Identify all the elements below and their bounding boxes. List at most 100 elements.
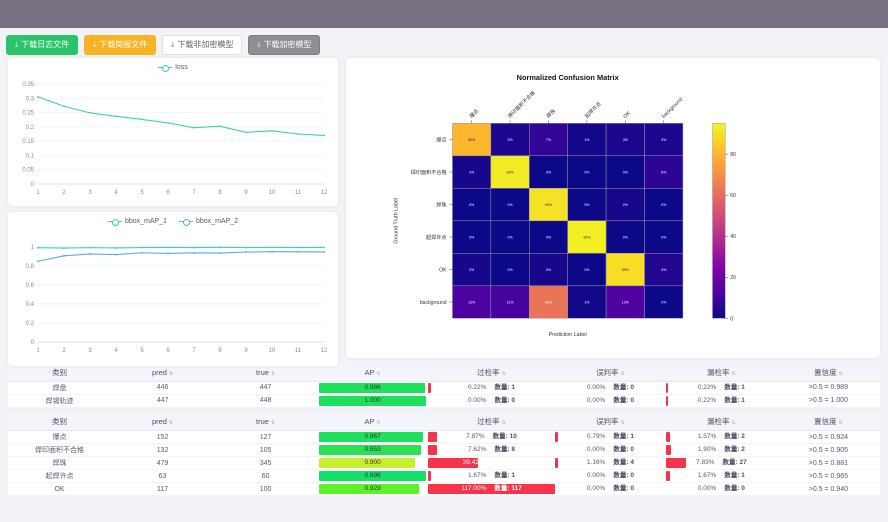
cell-true: 345 <box>214 456 318 470</box>
column-header[interactable]: pred ⇅ <box>111 413 215 431</box>
rate-count: 数量: 1 <box>494 383 516 391</box>
sort-icon[interactable]: ⇅ <box>838 370 843 377</box>
sort-icon[interactable]: ⇅ <box>731 370 736 377</box>
rate-bar <box>554 458 559 468</box>
svg-text:2: 2 <box>62 348 66 354</box>
column-header[interactable]: 过检率 ⇅ <box>428 413 555 431</box>
sort-icon[interactable]: ⇅ <box>376 370 381 377</box>
legend-label: loss <box>175 64 188 71</box>
sort-icon[interactable]: ⇅ <box>376 420 381 427</box>
table-row[interactable]: 焊珠 479 345 0.900 39.42% 数量: 136 1.16% 数量: 4 7.83… <box>8 456 880 470</box>
table-row[interactable]: OK 117 100 0.929 117.00% 数量: 117 0.00% 数量: 0 0.0… <box>8 482 880 496</box>
rate-count: 数量: 2 <box>724 446 745 453</box>
rate-value: 7.62% <box>468 446 487 453</box>
ap-value: 0.953 <box>364 446 381 453</box>
download-encrypted-model-button[interactable]: ⤓ 下载加密模型 <box>248 35 321 55</box>
sort-icon[interactable]: ⇅ <box>620 370 625 377</box>
rate-count: 数量: 4 <box>613 459 634 466</box>
metrics-table-bottom: 类别 pred ⇅ true ⇅ AP ⇅ 过检率 ⇅ 误判率 ⇅ 漏检率 ⇅ 置信度 ⇅ 爆点 152 127 0… <box>8 413 880 496</box>
svg-text:0: 0 <box>730 316 733 322</box>
svg-text:7: 7 <box>192 348 196 354</box>
svg-text:background: background <box>661 97 684 120</box>
legend-item-loss[interactable]: loss <box>158 64 188 72</box>
table-row[interactable]: 焊锡轨迹 447 448 1.000 0.00% 数量: 0 0.00% 数量: 0 0.22%… <box>8 394 880 408</box>
cell-category: 焊盘 <box>8 381 112 395</box>
cell-pred: 117 <box>111 482 215 496</box>
cell-pred: 446 <box>111 381 215 395</box>
svg-text:OK: OK <box>439 268 447 274</box>
svg-text:0%: 0% <box>546 171 552 175</box>
svg-text:2%: 2% <box>623 203 629 207</box>
svg-text:0%: 0% <box>469 203 475 207</box>
column-header[interactable]: 误判率 ⇅ <box>554 364 666 382</box>
cell-pred: 479 <box>111 456 215 470</box>
svg-text:Prediction Label: Prediction Label <box>549 332 587 338</box>
sort-icon[interactable]: ⇅ <box>501 370 506 377</box>
ap-bar <box>319 445 422 455</box>
table-row[interactable]: 起焊许点 63 60 0.996 1.67% 数量: 1 0.00% 数量: 0 1.67% 数量… <box>8 469 880 483</box>
column-header[interactable]: 置信度 ⇅ <box>776 364 880 382</box>
table-row[interactable]: 焊印面积不合格 132 105 0.953 7.62% 数量: 8 0.00% 数量: 0 1.… <box>8 443 880 457</box>
sort-icon[interactable]: ⇅ <box>501 420 506 427</box>
cell-true: 100 <box>214 482 318 496</box>
svg-text:0%: 0% <box>508 268 514 272</box>
column-header-label: AP <box>364 367 375 377</box>
sort-icon[interactable]: ⇅ <box>270 370 276 377</box>
cell-miss-rate: 1.90% 数量: 2 <box>665 443 777 457</box>
svg-text:起焊许点: 起焊许点 <box>583 100 602 119</box>
sort-icon[interactable]: ⇅ <box>168 370 174 377</box>
column-header[interactable]: 漏检率 ⇅ <box>665 413 777 431</box>
download-report-button[interactable]: ⤓ 下载简报文件 <box>84 35 157 55</box>
download-icon: ⤓ <box>15 41 19 48</box>
cell-confidence: >0.5 = 0.881 <box>776 456 880 470</box>
legend-item-bbox-map-2[interactable]: bbox_mAP_2 <box>179 218 238 226</box>
loss-chart-legend: loss <box>8 64 338 72</box>
column-header[interactable]: true ⇅ <box>214 364 318 382</box>
svg-text:Ground Truth Label: Ground Truth Label <box>393 198 399 244</box>
column-header[interactable]: 过检率 ⇅ <box>428 364 555 382</box>
sort-icon[interactable]: ⇅ <box>731 420 736 427</box>
sort-icon[interactable]: ⇅ <box>620 420 625 427</box>
svg-text:0: 0 <box>31 182 35 188</box>
cell-ap: 0.986 <box>317 381 429 395</box>
column-header[interactable]: pred ⇅ <box>111 364 215 382</box>
column-header-label: 置信度 <box>814 417 837 427</box>
rate-count: 数量: 1 <box>724 472 745 479</box>
rate-count: 数量: 2 <box>724 433 745 440</box>
rate-value: 0.00% <box>468 396 487 404</box>
svg-text:20: 20 <box>730 275 736 281</box>
rate-bar <box>428 484 555 494</box>
column-header[interactable]: 误判率 ⇅ <box>554 413 666 431</box>
sort-icon[interactable]: ⇅ <box>270 420 276 427</box>
download-unencrypted-model-button[interactable]: ⤓ 下载非加密模型 <box>162 35 243 55</box>
svg-text:0%: 0% <box>546 236 552 240</box>
sort-icon[interactable]: ⇅ <box>838 420 843 427</box>
cell-category: OK <box>8 482 112 496</box>
svg-text:10: 10 <box>269 190 276 196</box>
cell-miss-rate: 1.57% 数量: 2 <box>665 430 777 444</box>
legend-item-bbox-map-1[interactable]: bbox_mAP_1 <box>107 218 167 226</box>
cell-over-detection-rate: 39.42% 数量: 136 <box>428 456 555 470</box>
cell-true: 447 <box>214 381 318 395</box>
column-header[interactable]: 漏检率 ⇅ <box>665 364 777 382</box>
svg-text:5: 5 <box>140 348 144 354</box>
table-row[interactable]: 焊盘 446 447 0.986 0.22% 数量: 1 0.00% 数量: 0 0.22% 数量… <box>8 381 880 395</box>
svg-text:焊珠: 焊珠 <box>436 202 446 209</box>
sort-icon[interactable]: ⇅ <box>168 420 174 427</box>
svg-text:焊珠: 焊珠 <box>545 108 557 120</box>
rate-value: 0.00% <box>586 472 606 479</box>
rate-value: 0.79% <box>586 433 606 440</box>
svg-text:0%: 0% <box>661 301 667 305</box>
column-header[interactable]: AP ⇅ <box>317 364 429 382</box>
cell-misjudge-rate: 0.00% 数量: 0 <box>554 381 666 395</box>
column-header[interactable]: 置信度 ⇅ <box>776 413 880 431</box>
download-log-button[interactable]: ⤓ 下载日志文件 <box>6 35 79 55</box>
column-header[interactable]: true ⇅ <box>214 413 318 431</box>
column-header-label: 类别 <box>52 417 68 427</box>
download-encrypted-model-label: 下载加密模型 <box>263 40 312 49</box>
column-header-label: AP <box>364 417 375 427</box>
table-row[interactable]: 爆点 152 127 0.967 7.87% 数量: 10 0.79% 数量: 1 1.57% 数… <box>8 430 880 444</box>
loss-line-chart: 00.050.10.150.20.250.30.351 2 3 4 5 6 7 8 9 10 11 1… <box>22 82 328 196</box>
column-header[interactable]: AP ⇅ <box>317 413 429 431</box>
